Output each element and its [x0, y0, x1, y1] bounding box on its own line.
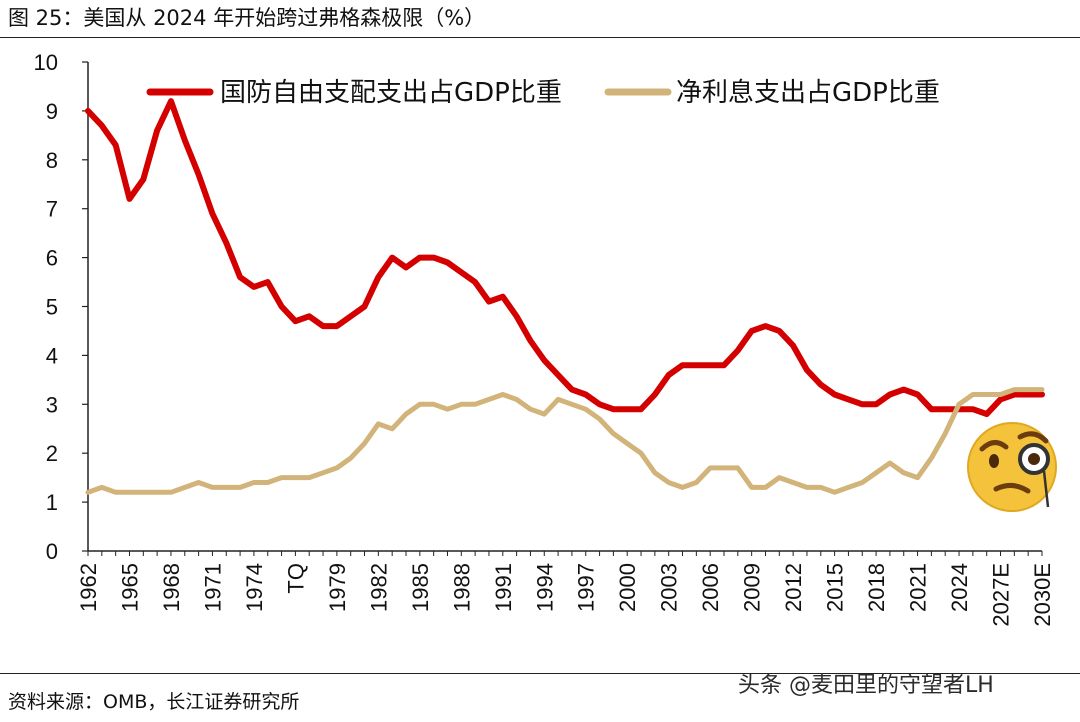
x-tick-label: 2018: [864, 563, 889, 612]
legend-label-defense: 国防自由支配支出占GDP比重: [220, 78, 562, 108]
footer-divider: [0, 673, 1080, 674]
y-tick-label: 4: [46, 343, 58, 368]
y-tick-label: 1: [46, 490, 58, 515]
x-tick-label: 1979: [325, 563, 350, 612]
chart-legend: 国防自由支配支出占GDP比重 净利息支出占GDP比重: [146, 78, 940, 108]
x-tick-label: 2027E: [989, 563, 1014, 627]
x-tick-label: 1962: [76, 563, 101, 612]
x-tick-label: 1985: [408, 563, 433, 612]
figure-title: 图 25：美国从 2024 年开始跨过弗格森极限（%）: [8, 6, 486, 30]
x-tick-label: 1965: [117, 563, 142, 612]
y-tick-label: 0: [46, 539, 58, 564]
y-tick-label: 2: [46, 441, 58, 466]
series-line-defense: [85, 98, 1045, 418]
watermark-text: 头条 @麦田里的守望者LH: [738, 673, 994, 698]
series-lines: [85, 98, 1045, 495]
x-tick-label: 2030E: [1030, 563, 1055, 627]
x-tick-label: 2006: [698, 563, 723, 612]
x-tick-label: 1991: [491, 563, 516, 612]
y-tick-label: 6: [46, 246, 58, 271]
x-tick-label: 2015: [823, 563, 848, 612]
x-tick-label: 1982: [366, 563, 391, 612]
source-note: 资料来源：OMB，长江证券研究所: [8, 691, 300, 713]
title-divider: [0, 37, 1080, 38]
y-tick-label: 8: [46, 148, 58, 173]
y-axis-ticks: 0 1 2 3 4 5 6 7 8 9 10: [34, 50, 88, 564]
x-tick-label: 1997: [574, 563, 599, 612]
y-tick-label: 9: [46, 99, 58, 124]
x-axis-ticks: 1962 1965 1968 1971 1974 TQ 1979 1982 1985 1988 19…: [76, 551, 1055, 627]
y-tick-label: 3: [46, 392, 58, 417]
x-tick-label: 1971: [200, 563, 225, 612]
x-tick-label: 2021: [906, 563, 931, 612]
x-tick-label: 1974: [242, 563, 267, 612]
chart-axes: [87, 62, 1042, 552]
x-tick-label: 1994: [532, 563, 557, 612]
legend-label-interest: 净利息支出占GDP比重: [676, 78, 940, 108]
x-tick-label: TQ: [283, 563, 308, 594]
x-tick-label: 2000: [615, 563, 640, 612]
series-line-interest: [85, 387, 1045, 495]
x-tick-label: 1988: [449, 563, 474, 612]
face-with-monocle-icon: [967, 422, 1057, 512]
x-tick-label: 2012: [781, 563, 806, 612]
y-tick-label: 5: [46, 295, 58, 320]
x-tick-label: 2024: [947, 563, 972, 612]
y-tick-label: 10: [34, 50, 58, 75]
x-tick-label: 1968: [159, 563, 184, 612]
x-tick-label: 2009: [740, 563, 765, 612]
x-tick-label: 2003: [657, 563, 682, 612]
y-tick-label: 7: [46, 197, 58, 222]
